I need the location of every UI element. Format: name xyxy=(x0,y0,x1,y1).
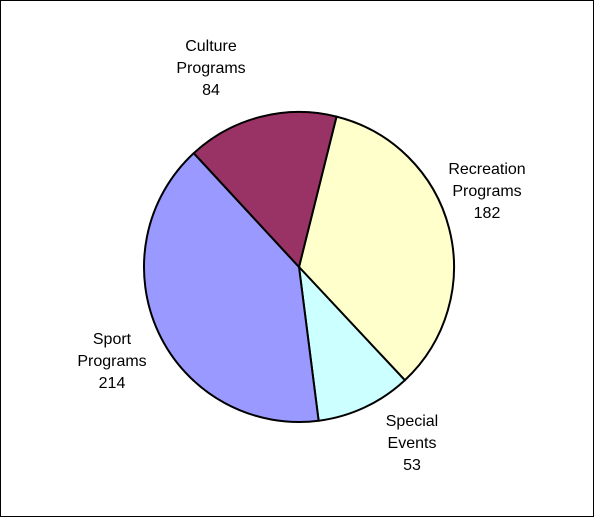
pie-slice-special-events xyxy=(298,266,406,422)
slice-label-recreation-programs: Recreation Programs 182 xyxy=(412,159,562,225)
slice-label-special-line1: Special xyxy=(385,413,439,430)
slice-value-recreation: 182 xyxy=(473,205,501,222)
pie-slice-culture-programs xyxy=(192,111,338,268)
pie-slice-recreation-programs xyxy=(298,115,455,382)
slice-label-sport-line1: Sport xyxy=(92,331,132,348)
slice-value-sport: 214 xyxy=(98,375,126,392)
slice-label-culture-line1: Culture xyxy=(185,38,237,55)
slice-label-recreation-line2: Programs xyxy=(452,183,522,200)
slice-label-recreation-line1: Recreation xyxy=(448,161,526,178)
pie-slice-sport-programs xyxy=(143,152,320,423)
slice-value-culture: 84 xyxy=(202,82,220,99)
slice-value-special: 53 xyxy=(403,457,421,474)
slice-label-sport-programs: Sport Programs 214 xyxy=(37,329,187,395)
slice-label-special-events: Special Events 53 xyxy=(337,411,487,477)
slice-label-culture-line2: Programs xyxy=(176,60,246,77)
slice-label-culture-programs: Culture Programs 84 xyxy=(136,36,286,102)
slice-label-sport-line2: Programs xyxy=(77,353,147,370)
slice-label-special-line2: Events xyxy=(387,435,437,452)
